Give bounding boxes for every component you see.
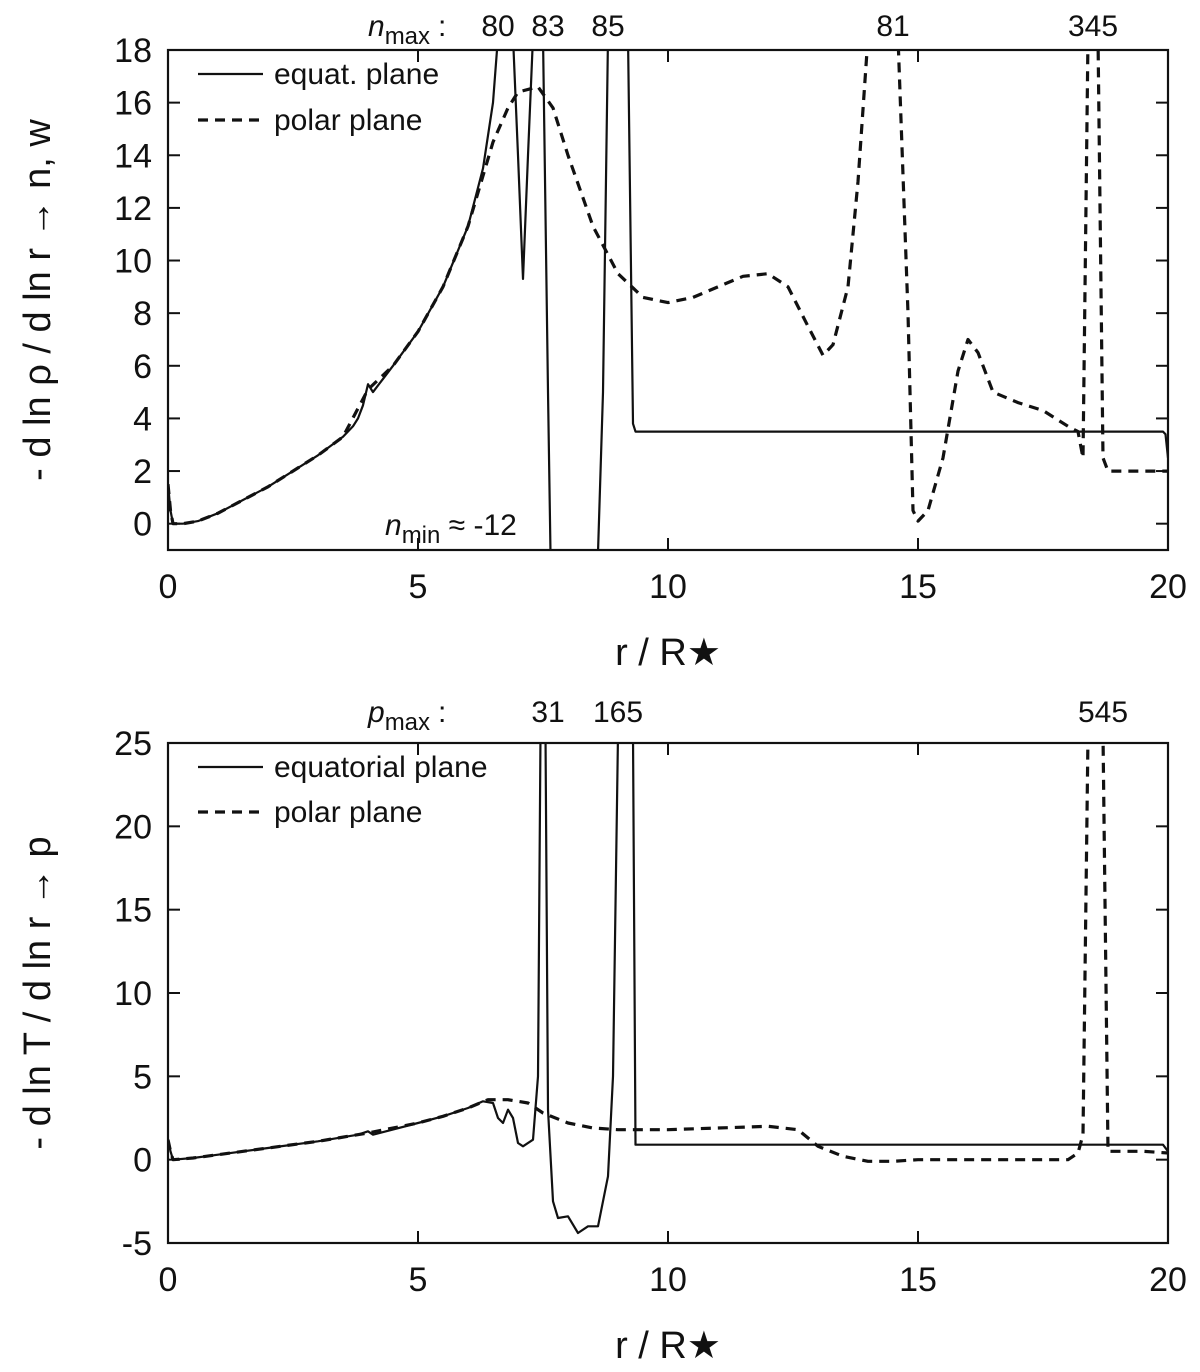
y-tick-label: 25 [114, 725, 152, 763]
y-tick-label: 6 [133, 348, 152, 386]
y-tick-label: 16 [114, 85, 152, 123]
peak-label: 545 [1078, 696, 1128, 729]
peak-label: 345 [1068, 10, 1118, 43]
x-tick-label: 5 [409, 568, 428, 606]
y-tick-label: 5 [133, 1058, 152, 1096]
y-axis-label: - d ln ρ / d ln r → n, w [17, 119, 59, 481]
chart-panel-1: 0 5 10 15 20 0 2 4 6 8 10 12 14 16 18 r / R★ - d ln ρ / … [17, 10, 1187, 674]
x-axis-label: r / R★ [615, 632, 721, 674]
peak-label: 81 [876, 10, 909, 43]
y-tick-label: 10 [114, 243, 152, 281]
y-tick-label: 20 [114, 808, 152, 846]
legend-entry: equat. plane [274, 58, 439, 91]
top-annotation-label: pmax: [367, 696, 446, 736]
y-tick-label: 10 [114, 975, 152, 1013]
x-tick-label: 0 [159, 568, 178, 606]
x-tick-label: 20 [1149, 568, 1187, 606]
peak-label: 31 [531, 696, 564, 729]
x-tick-label: 5 [409, 1261, 428, 1299]
x-tick-label: 15 [899, 568, 937, 606]
x-tick-label: 20 [1149, 1261, 1187, 1299]
min-annotation: nmin ≈ -12 [385, 509, 517, 549]
y-tick-label: 18 [114, 32, 152, 70]
y-tick-label: 4 [133, 400, 152, 438]
y-tick-label: 8 [133, 295, 152, 333]
series-line-polar [168, 50, 1168, 526]
y-tick-label: 0 [133, 1142, 152, 1180]
y-tick-label: 0 [133, 506, 152, 544]
top-annotation-label: nmax: [368, 10, 446, 50]
peak-label: 85 [591, 10, 624, 43]
peak-label: 80 [481, 10, 514, 43]
y-axis-label: - d ln T / d ln r → p [17, 836, 59, 1149]
x-axis-label: r / R★ [615, 1325, 721, 1367]
y-tick-label: -5 [122, 1225, 152, 1263]
y-tick-label: 12 [114, 190, 152, 228]
x-tick-label: 15 [899, 1261, 937, 1299]
series-line-equatorial [168, 743, 1168, 1235]
x-tick-label: 10 [649, 1261, 687, 1299]
peak-label: 83 [531, 10, 564, 43]
y-tick-label: 2 [133, 453, 152, 491]
legend-entry: equatorial plane [274, 751, 488, 784]
legend-entry: polar plane [274, 796, 422, 829]
y-tick-label: 15 [114, 892, 152, 930]
x-tick-label: 10 [649, 568, 687, 606]
peak-label: 165 [593, 696, 643, 729]
y-tick-label: 14 [114, 137, 152, 175]
x-tick-label: 0 [159, 1261, 178, 1299]
legend-entry: polar plane [274, 104, 422, 137]
series-line-polar [168, 743, 1168, 1163]
